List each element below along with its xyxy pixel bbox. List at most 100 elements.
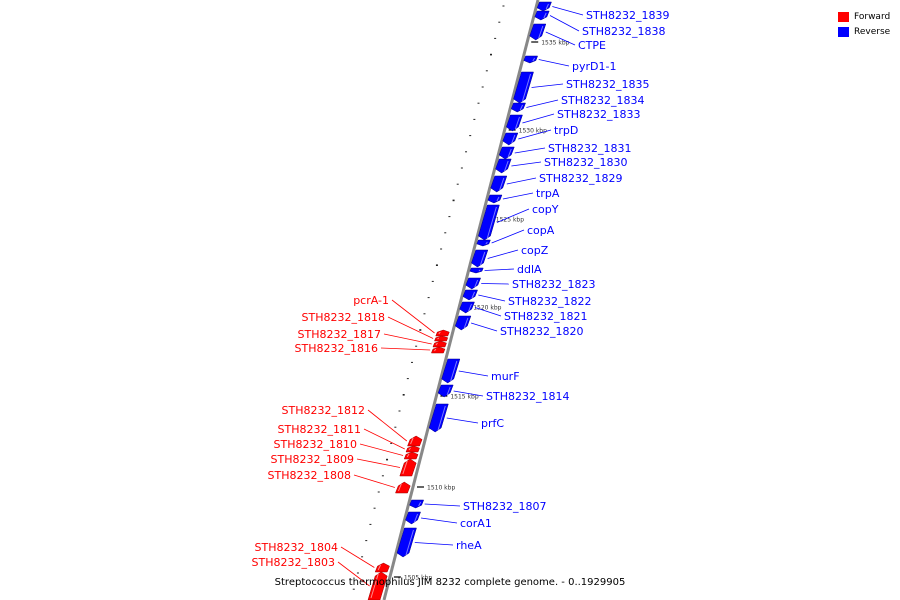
gene-arrow-sheen (402, 460, 408, 475)
scale-tick-label: 1530 kbp (519, 128, 547, 135)
gene-arrow (510, 102, 526, 113)
label-leader (549, 15, 580, 32)
gene-arrow-sheen (478, 269, 481, 272)
gene-arrow-sheen (479, 251, 486, 266)
scale-tick-label: 1510 kbp (427, 485, 455, 492)
gene-arrow (462, 289, 478, 301)
label-leader (531, 83, 564, 88)
forward-swatch (838, 11, 849, 22)
gene-arrow (536, 1, 552, 12)
label-leader (453, 390, 484, 397)
gene-arrow-sheen (486, 206, 497, 239)
gene-arrow-sheen (397, 483, 402, 492)
gene-arrow (432, 340, 447, 348)
label-leader (383, 333, 432, 345)
strand-legend: Forward Reverse (838, 9, 890, 39)
gene-arrow (431, 346, 446, 354)
gene-arrow-sheen (532, 57, 536, 62)
gene-arrow-sheen (514, 116, 520, 130)
gene-arrow-sheen (377, 564, 381, 571)
gene-label: STH8232_1809 (271, 453, 354, 466)
gene-arrow-sheen (474, 279, 479, 288)
gene-label: STH8232_1839 (586, 9, 669, 22)
gene-arrow-sheen (450, 360, 458, 382)
gene-label: STH8232_1810 (274, 438, 357, 451)
gene-label: ddlA (517, 263, 542, 276)
gene-arrow (534, 10, 550, 21)
genome-caption: Streptococcus thermophilus JIM 8232 comp… (274, 577, 626, 588)
label-leader (363, 428, 405, 450)
legend-reverse-label: Reverse (854, 26, 891, 37)
label-leader (340, 546, 375, 568)
gene-arrow (523, 55, 538, 64)
label-leader (387, 316, 434, 339)
gene-label: STH8232_1812 (282, 404, 365, 417)
gene-arrow-sheen (437, 405, 446, 431)
gene-label: copY (532, 203, 559, 216)
gene-label: STH8232_1830 (544, 156, 627, 169)
gene-label: STH8232_1816 (295, 342, 378, 355)
gene-arrow-sheen (406, 453, 410, 458)
gene-arrow-sheen (485, 241, 488, 245)
gene-arrow-sheen (507, 148, 512, 158)
gene-label: STH8232_1833 (557, 108, 640, 121)
gene-label: STH8232_1808 (268, 469, 351, 482)
gene-arrow-sheen (463, 317, 469, 329)
gene-arrow-sheen (410, 437, 414, 445)
label-leader (514, 147, 546, 154)
gene-label: rheA (456, 539, 482, 552)
label-leader (502, 192, 534, 200)
label-leader (487, 249, 519, 259)
gene-arrow (405, 445, 420, 453)
label-leader (391, 299, 435, 334)
gene-arrow-sheen (471, 291, 476, 299)
label-leader (424, 503, 461, 507)
gene-label: STH8232_1823 (512, 278, 595, 291)
gene-label: STH8232_1834 (561, 94, 644, 107)
gene-label: pcrA-1 (353, 294, 389, 307)
gene-arrow (434, 335, 449, 342)
label-leader (518, 129, 552, 140)
gene-label: STH8232_1820 (500, 325, 583, 338)
gene-arrow-sheen (446, 386, 451, 396)
scale-tick-label: 1515 kbp (450, 394, 478, 401)
gene-arrow-sheen (437, 337, 440, 340)
scale-ticks: 1535 kbp 1530 kbp 1525 kbp 1520 kbp 1515 kbp… (393, 40, 570, 582)
gene-arrow-sheen (543, 12, 547, 19)
label-leader-lines (337, 6, 584, 587)
gene-arrow-sheen (418, 501, 422, 507)
gene-label: STH8232_1822 (508, 295, 591, 308)
gene-arrow-sheen (504, 160, 509, 172)
label-leader (484, 268, 515, 271)
label-leader (446, 417, 479, 424)
label-leader (458, 370, 489, 377)
gene-label: STH8232_1838 (582, 25, 665, 38)
label-leader (481, 283, 510, 285)
genome-backbone (382, 0, 540, 600)
label-leader (420, 517, 458, 524)
gene-label: STH8232_1814 (486, 390, 569, 403)
gene-arrow (502, 132, 519, 146)
gene-label: corA1 (460, 517, 492, 530)
label-leader (478, 294, 506, 302)
gene-label: STH8232_1817 (298, 328, 381, 341)
gene-label: STH8232_1829 (539, 172, 622, 185)
gene-arrow-sheen (434, 348, 437, 352)
gene-arrow-sheen (496, 196, 500, 202)
gene-arrow (476, 239, 491, 247)
gene-arrow-sheen (414, 513, 419, 523)
label-leader (511, 161, 542, 167)
gene-label: STH8232_1818 (302, 311, 385, 324)
gene-arrow (469, 267, 484, 274)
label-leader (496, 208, 530, 223)
gene-features (367, 1, 552, 600)
gene-arrow (399, 458, 417, 477)
gene-arrow-sheen (499, 177, 505, 191)
reverse-swatch (838, 26, 849, 37)
gene-arrow-sheen (370, 573, 379, 599)
label-leader (353, 474, 395, 488)
scale-tick-label: 1505 kbp (404, 575, 432, 582)
gene-arrow-sheen (522, 73, 531, 102)
gene-arrow (405, 511, 421, 525)
